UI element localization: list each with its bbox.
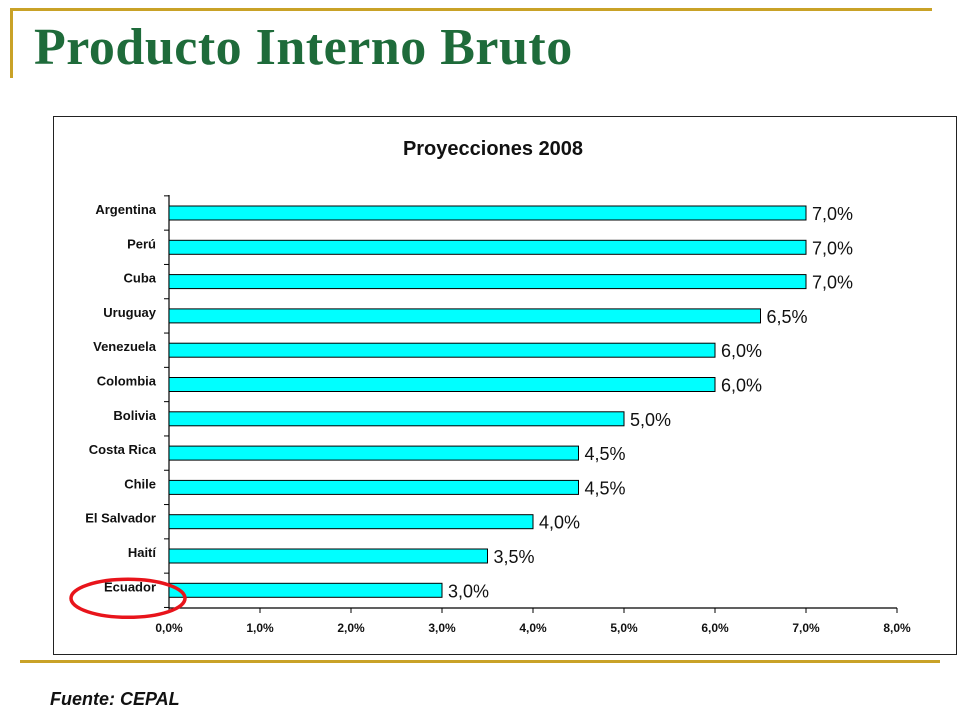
bar xyxy=(168,479,579,495)
category-label: Venezuela xyxy=(93,339,157,354)
bar xyxy=(168,205,807,221)
x-tick-label: 6,0% xyxy=(701,621,729,635)
bar xyxy=(168,239,807,255)
x-tick-label: 5,0% xyxy=(610,621,638,635)
x-tick-label: 4,0% xyxy=(519,621,547,635)
x-tick-label: 3,0% xyxy=(428,621,456,635)
value-label: 3,5% xyxy=(494,547,535,567)
x-tick-label: 8,0% xyxy=(883,621,911,635)
value-label: 3,0% xyxy=(448,581,489,601)
value-label: 4,5% xyxy=(585,478,626,498)
category-label: Costa Rica xyxy=(89,442,157,457)
value-label: 7,0% xyxy=(812,204,853,224)
value-label: 6,0% xyxy=(721,341,762,361)
bar xyxy=(168,308,761,324)
value-label: 4,5% xyxy=(585,444,626,464)
category-label: Argentina xyxy=(95,202,156,217)
bar xyxy=(168,274,807,290)
bar xyxy=(168,377,716,392)
bar xyxy=(168,514,534,530)
bar xyxy=(168,445,579,461)
x-tick-label: 2,0% xyxy=(337,621,365,635)
x-tick-label: 7,0% xyxy=(792,621,820,635)
value-label: 6,0% xyxy=(721,376,762,396)
top-rule xyxy=(10,8,932,11)
left-rule xyxy=(10,8,13,78)
x-tick-label: 0,0% xyxy=(155,621,183,635)
category-label: Chile xyxy=(124,476,156,491)
category-label: Uruguay xyxy=(103,305,157,320)
bottom-rule xyxy=(20,660,940,663)
bar xyxy=(168,582,443,598)
value-label: 6,5% xyxy=(767,307,808,327)
value-label: 7,0% xyxy=(812,273,853,293)
x-tick-label: 1,0% xyxy=(246,621,274,635)
category-label: Haití xyxy=(128,545,157,560)
highlight-ellipse xyxy=(69,577,187,620)
bar xyxy=(168,342,716,358)
value-label: 5,0% xyxy=(630,410,671,430)
category-label: Bolivia xyxy=(113,408,156,423)
category-label: Perú xyxy=(127,236,156,251)
chart-title: Proyecciones 2008 xyxy=(403,138,583,160)
value-label: 4,0% xyxy=(539,513,580,533)
source-note: Fuente: CEPAL xyxy=(50,689,180,709)
bar xyxy=(168,548,488,564)
category-label: Cuba xyxy=(124,271,157,286)
bar xyxy=(168,411,625,427)
value-label: 7,0% xyxy=(812,238,853,258)
category-label: Ecuador xyxy=(104,579,156,594)
category-label: El Salvador xyxy=(85,511,156,526)
slide-title: Producto Interno Bruto xyxy=(34,19,573,76)
category-label: Colombia xyxy=(97,374,157,389)
